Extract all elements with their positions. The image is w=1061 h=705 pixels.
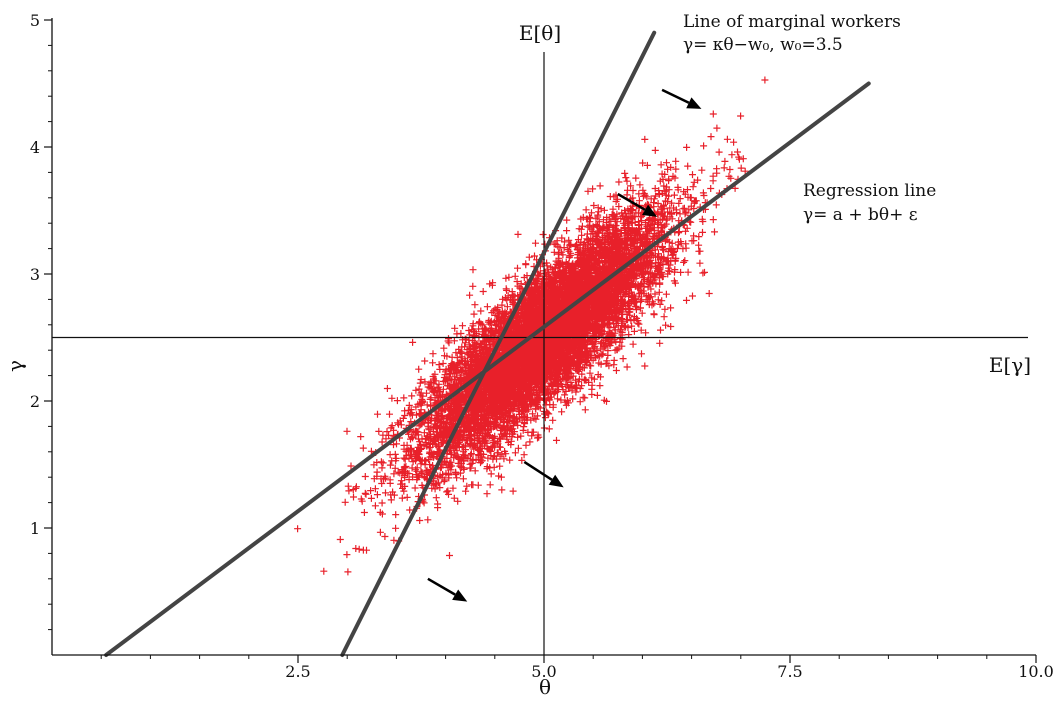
e-theta-label: E[θ] (519, 21, 561, 45)
e-gamma-label: E[γ] (989, 353, 1031, 377)
regression-line (104, 81, 871, 657)
x-tick-label: 10.0 (1018, 662, 1054, 681)
y-tick-label: 4 (30, 138, 40, 157)
x-tick-label: 7.5 (777, 662, 802, 681)
arrow-head (452, 589, 468, 602)
x-axis-title: θ (539, 675, 551, 699)
y-tick-label: 2 (30, 392, 40, 411)
x-tick-label: 2.5 (285, 662, 310, 681)
direction-arrow-4 (427, 577, 468, 602)
arrow-shaft (617, 192, 646, 211)
regression-line-label-2: γ= a + bθ+ ε (803, 205, 918, 225)
y-tick-label: 3 (30, 265, 40, 284)
arrow-shaft (523, 460, 553, 481)
y-axis-title: γ (3, 360, 27, 372)
point-marks (294, 76, 769, 576)
arrow-head (548, 474, 564, 488)
marginal-line-label-1: Line of marginal workers (683, 12, 901, 32)
y-tick-label: 1 (30, 519, 40, 538)
chart-labels: θ γ E[θ] E[γ] Line of marginal workers γ… (3, 12, 1031, 699)
marginal-line (340, 30, 657, 657)
arrow-head (642, 204, 658, 217)
arrow-shaft (427, 577, 456, 596)
y-tick-label: 5 (30, 11, 40, 30)
data-points (294, 76, 769, 576)
fitted-lines (104, 30, 871, 657)
regression-line-label-1: Regression line (803, 181, 936, 201)
direction-arrow-3 (523, 460, 564, 488)
direction-arrows (427, 88, 702, 602)
axes: 2.5 5.0 7.5 10.0 1 2 3 4 5 (30, 11, 1054, 681)
arrow-shaft (661, 88, 690, 104)
arrow-head (686, 97, 702, 109)
direction-arrow-1 (661, 88, 702, 109)
direction-arrow-2 (617, 192, 658, 217)
marginal-line-label-2: γ= κθ−w₀, w₀=3.5 (683, 35, 843, 55)
reference-lines (52, 52, 1028, 655)
x-tick-label: 5.0 (531, 662, 556, 681)
